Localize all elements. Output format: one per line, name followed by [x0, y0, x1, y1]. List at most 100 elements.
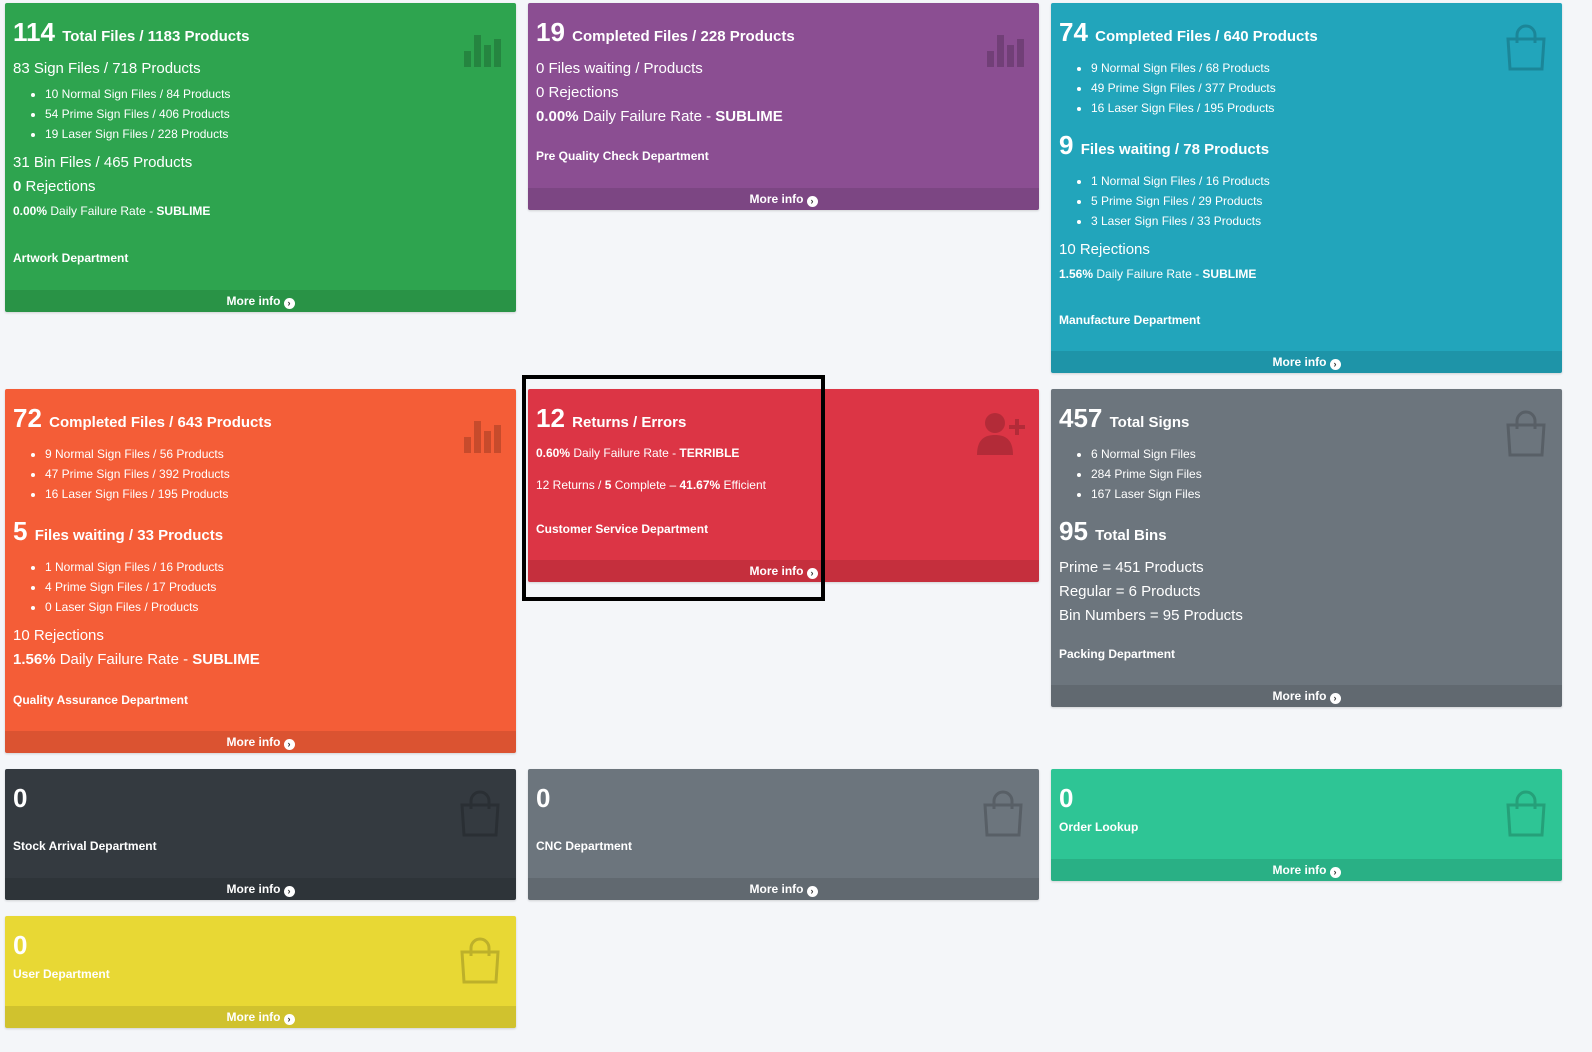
stock-card: 0 Stock Arrival Department More info › — [5, 769, 516, 900]
quality-failure-rate: 1.56% Daily Failure Rate - SUBLIME — [13, 651, 260, 668]
quality-waiting-list: 1 Normal Sign Files / 16 Products 4 Prim… — [13, 557, 508, 617]
list-item: 5 Prime Sign Files / 29 Products — [1091, 191, 1554, 211]
customer-card: 12 Returns / Errors 0.60% Daily Failure … — [528, 389, 1039, 582]
artwork-sign-list: 10 Normal Sign Files / 84 Products 54 Pr… — [13, 84, 508, 144]
artwork-card: 114 Total Files / 1183 Products 83 Sign … — [5, 3, 516, 312]
quality-more-info-link[interactable]: More info › — [5, 731, 516, 753]
prequality-rejections: 0 Rejections — [536, 84, 619, 101]
list-item: 167 Laser Sign Files — [1091, 484, 1554, 504]
cnc-count: 0 — [536, 783, 551, 813]
manufacture-card: 74 Completed Files / 640 Products 9 Norm… — [1051, 3, 1562, 373]
user-count: 0 — [13, 930, 28, 960]
quality-waiting: 5 Files waiting / 33 Products — [13, 516, 224, 546]
artwork-more-info-link[interactable]: More info › — [5, 290, 516, 312]
artwork-total-text: Total Files / 1183 Products — [62, 28, 250, 45]
arrow-circle-right-icon: › — [283, 886, 295, 897]
artwork-dept-label: Artwork Department — [13, 251, 129, 265]
quality-completed-list: 9 Normal Sign Files / 56 Products 47 Pri… — [13, 444, 508, 504]
arrow-circle-right-icon: › — [1329, 867, 1341, 878]
list-item: 10 Normal Sign Files / 84 Products — [45, 84, 508, 104]
artwork-total: 114 Total Files / 1183 Products — [13, 17, 508, 52]
arrow-circle-right-icon: › — [283, 298, 295, 309]
shopping-bag-icon — [460, 790, 500, 837]
list-item: 1 Normal Sign Files / 16 Products — [45, 557, 508, 577]
packing-more-info-link[interactable]: More info › — [1051, 685, 1562, 707]
arrow-circle-right-icon: › — [806, 196, 818, 207]
shopping-bag-icon — [983, 790, 1023, 837]
bar-chart-icon — [464, 421, 501, 453]
stock-more-info-link[interactable]: More info › — [5, 878, 516, 900]
customer-returns: 12 Returns / 5 Complete – 41.67% Efficie… — [536, 478, 766, 492]
list-item: 49 Prime Sign Files / 377 Products — [1091, 78, 1554, 98]
quality-rejections: 10 Rejections — [13, 627, 104, 644]
shopping-bag-icon — [1506, 410, 1546, 457]
manufacture-waiting: 9 Files waiting / 78 Products — [1059, 130, 1270, 160]
order-dept-label: Order Lookup — [1059, 820, 1139, 834]
list-item: 47 Prime Sign Files / 392 Products — [45, 464, 508, 484]
bar-chart-icon — [464, 35, 501, 67]
manufacture-rejections: 10 Rejections — [1059, 241, 1150, 258]
manufacture-dept-label: Manufacture Department — [1059, 313, 1201, 327]
arrow-circle-right-icon: › — [806, 568, 818, 579]
prequality-waiting: 0 Files waiting / Products — [536, 60, 703, 77]
quality-total: 72 Completed Files / 643 Products — [13, 403, 272, 433]
packing-prime: Prime = 451 Products — [1059, 559, 1204, 576]
cnc-more-info-link[interactable]: More info › — [528, 878, 1039, 900]
user-plus-icon — [977, 413, 1025, 455]
arrow-circle-right-icon: › — [1329, 693, 1341, 704]
manufacture-total: 74 Completed Files / 640 Products — [1059, 17, 1318, 47]
list-item: 19 Laser Sign Files / 228 Products — [45, 124, 508, 144]
list-item: 54 Prime Sign Files / 406 Products — [45, 104, 508, 124]
customer-more-info-link[interactable]: More info › — [528, 560, 1039, 582]
list-item: 16 Laser Sign Files / 195 Products — [1091, 98, 1554, 118]
customer-failure-rate: 0.60% Daily Failure Rate - TERRIBLE — [536, 446, 740, 460]
manufacture-failure-rate: 1.56% Daily Failure Rate - SUBLIME — [1059, 267, 1257, 281]
artwork-bin-files: 31 Bin Files / 465 Products — [13, 154, 193, 171]
artwork-sign-files: 83 Sign Files / 718 Products — [13, 60, 201, 77]
list-item: 4 Prime Sign Files / 17 Products — [45, 577, 508, 597]
list-item: 6 Normal Sign Files — [1091, 444, 1554, 464]
manufacture-more-info-link[interactable]: More info › — [1051, 351, 1562, 373]
manufacture-completed-list: 9 Normal Sign Files / 68 Products 49 Pri… — [1059, 58, 1554, 118]
prequality-total: 19 Completed Files / 228 Products — [536, 17, 795, 47]
artwork-failure-rate: 0.00% Daily Failure Rate - SUBLIME — [13, 204, 211, 218]
manufacture-waiting-list: 1 Normal Sign Files / 16 Products 5 Prim… — [1059, 171, 1554, 231]
artwork-rejections: 0 Rejections — [13, 178, 96, 195]
quality-dept-label: Quality Assurance Department — [13, 693, 188, 707]
shopping-bag-icon — [1506, 24, 1546, 71]
stock-count: 0 — [13, 783, 28, 813]
arrow-circle-right-icon: › — [283, 739, 295, 750]
packing-dept-label: Packing Department — [1059, 647, 1176, 661]
shopping-bag-icon — [460, 937, 500, 984]
order-count: 0 — [1059, 783, 1074, 813]
cnc-dept-label: CNC Department — [536, 839, 633, 853]
order-more-info-link[interactable]: More info › — [1051, 859, 1562, 881]
packing-regular: Regular = 6 Products — [1059, 583, 1201, 600]
packing-bin-numbers: Bin Numbers = 95 Products — [1059, 607, 1243, 624]
list-item: 9 Normal Sign Files / 68 Products — [1091, 58, 1554, 78]
quality-card: 72 Completed Files / 643 Products 9 Norm… — [5, 389, 516, 753]
list-item: 1 Normal Sign Files / 16 Products — [1091, 171, 1554, 191]
order-card: 0 Order Lookup More info › — [1051, 769, 1562, 881]
prequality-dept-label: Pre Quality Check Department — [536, 149, 709, 163]
user-card: 0 User Department More info › — [5, 916, 516, 1028]
list-item: 0 Laser Sign Files / Products — [45, 597, 508, 617]
prequality-failure-rate: 0.00% Daily Failure Rate - SUBLIME — [536, 108, 783, 125]
cnc-card: 0 CNC Department More info › — [528, 769, 1039, 900]
arrow-circle-right-icon: › — [283, 1014, 295, 1025]
customer-total: 12 Returns / Errors — [536, 403, 687, 433]
user-more-info-link[interactable]: More info › — [5, 1006, 516, 1028]
arrow-circle-right-icon: › — [806, 886, 818, 897]
prequality-more-info-link[interactable]: More info › — [528, 188, 1039, 210]
artwork-total-number: 114 — [13, 17, 55, 47]
user-dept-label: User Department — [13, 967, 110, 981]
prequality-card: 19 Completed Files / 228 Products 0 File… — [528, 3, 1039, 210]
list-item: 9 Normal Sign Files / 56 Products — [45, 444, 508, 464]
list-item: 284 Prime Sign Files — [1091, 464, 1554, 484]
arrow-circle-right-icon: › — [1329, 359, 1341, 370]
packing-card: 457 Total Signs 6 Normal Sign Files 284 … — [1051, 389, 1562, 707]
list-item: 3 Laser Sign Files / 33 Products — [1091, 211, 1554, 231]
shopping-bag-icon — [1506, 790, 1546, 837]
customer-dept-label: Customer Service Department — [536, 522, 709, 536]
stock-dept-label: Stock Arrival Department — [13, 839, 157, 853]
